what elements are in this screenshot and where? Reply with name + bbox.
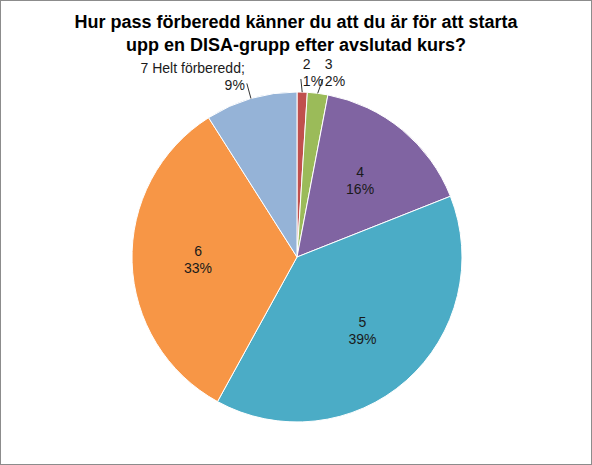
svg-text:539%: 539% [348,314,376,347]
html-text:Hur pass förberedd känner du a: Hur pass förberedd känner du att du är f… [74,12,518,55]
svg-text:7 Helt förberedd;9%: 7 Helt förberedd;9% [141,60,245,93]
svg-text:416%: 416% [346,164,374,197]
svg-text:21%: 21% [303,56,323,89]
svg-text:633%: 633% [184,243,212,276]
svg-text:32%: 32% [325,56,345,89]
